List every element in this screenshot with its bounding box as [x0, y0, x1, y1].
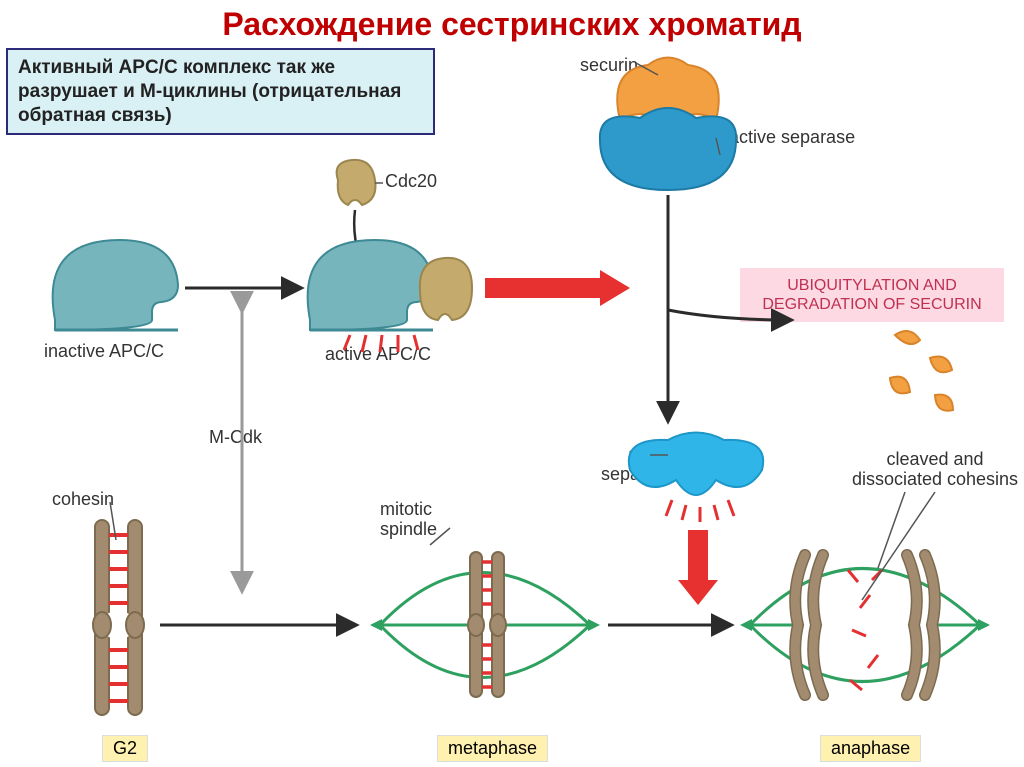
red-arrow-separase — [678, 530, 718, 605]
g2-chromatids — [93, 520, 144, 715]
red-arrow-apcc — [485, 270, 630, 306]
diagram-canvas — [0, 0, 1024, 767]
inactive-apcc-shape — [53, 240, 178, 330]
active-apcc-rays — [344, 335, 418, 352]
inactive-separase-shape — [600, 108, 736, 190]
metaphase-figure — [370, 552, 600, 697]
active-separase-shape — [629, 433, 763, 496]
securin-fragments — [890, 331, 953, 411]
active-apcc-shape — [308, 240, 472, 330]
active-separase-rays — [666, 500, 734, 522]
cdc20-shape — [337, 160, 376, 205]
anaphase-figure — [740, 555, 990, 695]
